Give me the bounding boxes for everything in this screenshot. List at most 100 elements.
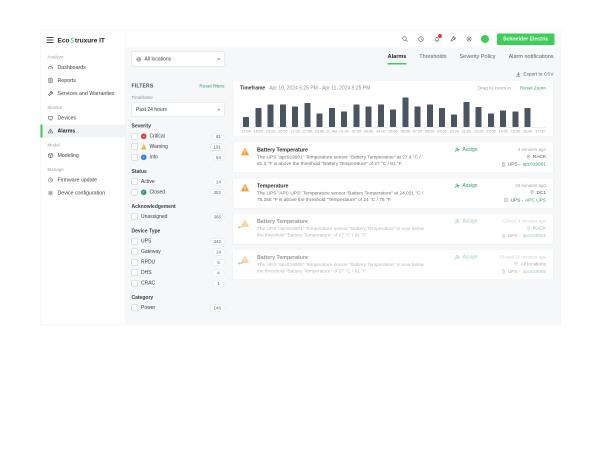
sidebar-item-firmware-update[interactable]: Firmware update — [41, 174, 126, 187]
alarm-device-link[interactable]: apc919901 — [522, 233, 546, 239]
assign-button[interactable]: Assign — [455, 183, 478, 188]
checkbox[interactable] — [131, 238, 138, 245]
timeframe-value: Past 24 hours — [136, 106, 167, 113]
assign-button[interactable]: Assign — [455, 147, 478, 153]
checkbox[interactable] — [131, 133, 138, 140]
checkbox[interactable] — [131, 269, 138, 276]
filter-item[interactable]: Warning 191 — [131, 142, 225, 153]
chart-plot-area[interactable] — [240, 96, 546, 128]
tab[interactable]: Severity Policy — [459, 53, 496, 60]
checkbox[interactable] — [131, 189, 138, 196]
x-tick: 05:00 — [388, 129, 398, 134]
reset-filters-link[interactable]: Reset filters — [199, 83, 225, 90]
location-picker[interactable]: All locations ▾ — [131, 51, 225, 67]
filter-item[interactable]: Closed 352 — [131, 187, 225, 198]
filter-item[interactable]: UPS 342 — [131, 236, 225, 247]
filter-item-count: 352 — [209, 188, 225, 196]
alarm-description: The UPS "apc919905" Temperature sensor "… — [257, 261, 425, 275]
filter-item-label: Closed — [149, 189, 166, 196]
checkbox[interactable] — [131, 248, 138, 255]
alarm-card[interactable]: ↩ Temperature The UPS "APC UPS" Temperat… — [232, 177, 554, 209]
filter-item-label: Gateway — [141, 249, 161, 255]
alarm-card[interactable]: ↩ Battery Temperature The UPS "apc919901… — [232, 141, 554, 173]
filter-item-icon — [141, 189, 147, 195]
download-icon — [516, 71, 521, 77]
history-icon[interactable] — [417, 35, 425, 43]
alarm-device-link[interactable]: APC UPS — [525, 197, 546, 203]
settings-icon[interactable] — [465, 35, 473, 43]
chart-bar — [292, 106, 299, 127]
alarm-location: RACK — [526, 154, 546, 160]
assign-person-icon — [455, 254, 460, 260]
filter-item[interactable]: Critical 81 — [131, 131, 225, 142]
chart-bar — [463, 102, 470, 127]
filter-item[interactable]: Gateway 14 — [131, 247, 225, 258]
assign-button[interactable]: Assign — [455, 254, 478, 260]
alarm-card[interactable]: ↩ Battery Temperature The UPS "apc919901… — [232, 213, 554, 245]
checkbox[interactable] — [131, 154, 138, 161]
filter-item-count: 14 — [212, 178, 225, 186]
export-to-csv-button[interactable]: Export to CSV — [233, 71, 554, 77]
sidebar-item-alarms[interactable]: Alarms — [40, 124, 126, 138]
filter-item[interactable]: RPDU 5 — [131, 257, 225, 268]
filters-header: FILTERS Reset filters — [132, 84, 225, 90]
filter-item[interactable]: Power 146 — [131, 303, 225, 314]
filter-item[interactable]: Active 14 — [131, 177, 225, 188]
sidebar-item-device-configuration[interactable]: Device configuration — [41, 187, 126, 200]
sidebar-item-services-warranties[interactable]: Services and Warranties — [41, 87, 126, 100]
sidebar-item-devices[interactable]: Devices — [41, 112, 126, 125]
tab[interactable]: Alarm notifications — [508, 53, 554, 60]
alarm-device-link[interactable]: apc919905 — [522, 268, 546, 275]
warning-triangle-icon: ↩ — [238, 219, 251, 231]
sidebar-item-reports[interactable]: Reports — [41, 74, 126, 87]
filter-item[interactable]: DHS 4 — [131, 268, 225, 279]
assign-person-icon — [455, 219, 460, 224]
tab[interactable]: Thresholds — [419, 53, 447, 60]
checkbox[interactable] — [131, 304, 138, 311]
timeframe-select[interactable]: Past 24 hours ▾ — [131, 102, 225, 117]
wrench-icon[interactable] — [449, 35, 457, 43]
checkbox[interactable] — [131, 280, 138, 287]
filter-item[interactable]: Info 94 — [131, 152, 225, 163]
chart-bar-slot — [460, 96, 472, 127]
gear-icon — [47, 190, 54, 196]
assign-person-icon — [455, 147, 460, 153]
filter-item-label: Warning — [149, 144, 168, 150]
filter-item[interactable]: CRAC 1 — [131, 278, 225, 289]
alarm-device: UPS - apc919901 — [501, 161, 546, 168]
reset-zoom-link[interactable]: Reset Zoom — [520, 85, 546, 92]
chart-bar-slot — [240, 96, 252, 127]
assign-button[interactable]: Assign — [455, 219, 478, 224]
sidebar-item-modeling[interactable]: Modeling — [41, 149, 126, 162]
schneider-electric-logo[interactable]: Schneider Electric — [497, 33, 555, 45]
brand-suffix: truxure IT — [74, 36, 105, 44]
checkbox[interactable] — [131, 259, 138, 266]
checkbox[interactable] — [131, 143, 138, 150]
menu-icon[interactable] — [46, 37, 54, 43]
tab[interactable]: Alarms — [387, 54, 407, 65]
avatar[interactable] — [481, 35, 490, 43]
alarm-device-link[interactable]: apc919901 — [522, 161, 546, 168]
checkbox[interactable] — [131, 213, 138, 220]
chart-bar-slot — [277, 96, 289, 127]
x-tick: 15:00 — [510, 129, 521, 134]
location-pin-icon — [526, 154, 530, 160]
search-icon[interactable] — [401, 35, 409, 43]
sidebar-item-label: Devices — [57, 115, 77, 121]
chart-bar — [255, 107, 262, 127]
checkbox[interactable] — [131, 178, 138, 185]
x-tick: 04:00 — [376, 129, 386, 134]
alarm-device: UPS - APC UPS — [503, 197, 546, 203]
sidebar-item-dashboards[interactable]: Dashboards — [41, 61, 126, 74]
chart-bar — [402, 97, 409, 127]
notifications-icon[interactable] — [433, 33, 443, 43]
chart-bar-slot — [301, 96, 313, 127]
chart-header: Timeframe Apr 10, 2024 5:25 PM - Apr 11,… — [240, 86, 546, 92]
chart-bar-slot — [387, 96, 399, 127]
filter-group-items: Active 14 Closed 352 — [131, 177, 225, 198]
x-tick: 21:00 — [290, 129, 300, 134]
chart-bar-slot — [375, 96, 387, 127]
alarm-location-label: RACK — [532, 154, 546, 160]
alarm-card[interactable]: ↩ Battery Temperature The UPS "apc919905… — [232, 248, 554, 281]
filter-item[interactable]: Unassigned 366 — [131, 212, 225, 223]
